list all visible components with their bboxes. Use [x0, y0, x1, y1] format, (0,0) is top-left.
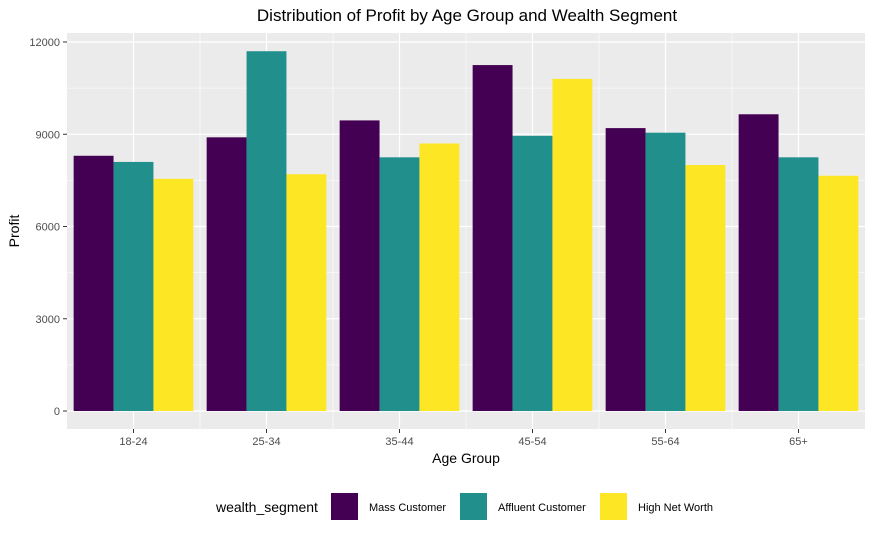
x-tick-label: 65+: [789, 436, 808, 448]
legend-key: [331, 493, 358, 520]
bar: [512, 135, 553, 411]
legend-label: High Net Worth: [638, 502, 713, 514]
x-tick-label: 18-24: [119, 436, 147, 448]
bar: [778, 157, 819, 411]
legend: wealth_segment Mass Customer Affluent Cus…: [215, 493, 713, 520]
bar: [472, 65, 513, 411]
bar: [685, 165, 726, 411]
y-axis-title: Profit: [6, 215, 22, 248]
bar: [286, 174, 327, 411]
y-tick-label: 6000: [36, 222, 60, 234]
bar: [246, 51, 287, 411]
x-axis-title: Age Group: [432, 450, 500, 466]
bar: [73, 155, 114, 411]
bar: [153, 178, 194, 411]
bar: [419, 143, 460, 411]
bar: [645, 132, 686, 411]
y-tick-label: 12000: [29, 37, 60, 49]
bar: [552, 78, 593, 412]
legend-label: Affluent Customer: [498, 502, 586, 514]
chart-title: Distribution of Profit by Age Group and …: [257, 6, 677, 25]
legend-key: [600, 493, 627, 520]
x-tick-label: 55-64: [651, 436, 679, 448]
x-tick-label: 35-44: [385, 436, 413, 448]
x-tick-label: 25-34: [252, 436, 280, 448]
y-tick-label: 3000: [36, 314, 60, 326]
bar: [605, 128, 646, 411]
bar: [339, 120, 380, 411]
y-tick-label: 0: [54, 406, 60, 418]
legend-title: wealth_segment: [215, 499, 318, 515]
x-axis: 18-24 25-34 35-44 45-54 55-64 65+: [119, 429, 808, 448]
bars: [73, 51, 859, 412]
legend-key: [460, 493, 487, 520]
y-axis: 0 3000 6000 9000 12000: [29, 37, 67, 418]
legend-label: Mass Customer: [369, 502, 446, 514]
x-tick-label: 45-54: [518, 436, 546, 448]
bar: [379, 157, 420, 411]
y-tick-label: 9000: [36, 129, 60, 141]
bar: [818, 175, 859, 411]
bar: [113, 161, 154, 411]
bar: [206, 137, 247, 411]
bar: [738, 114, 779, 411]
